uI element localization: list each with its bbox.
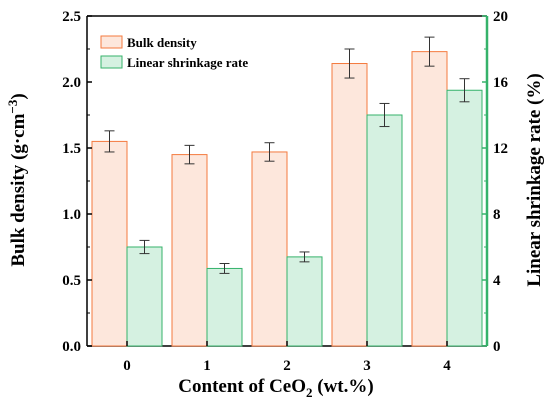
y-left-tick-label: 2.5 — [62, 9, 81, 25]
bar-bulk-density — [251, 151, 288, 347]
x-tick-label: 0 — [123, 358, 131, 374]
y-axis-left-title-main: Bulk density (g·cm — [8, 113, 29, 266]
y-left-tick-label: 0.5 — [62, 273, 81, 289]
legend-label-bulk-density: Bulk density — [127, 35, 197, 50]
x-axis-title-tail: (wt.%) — [313, 376, 374, 397]
x-axis-title-main: Content of CeO — [178, 376, 306, 397]
bar-bulk-density — [331, 63, 368, 347]
y-axis-left-title: Bulk density (g·cm−3) — [5, 93, 29, 266]
y-axis-right-title: Linear shrinkage rate (%) — [524, 73, 545, 286]
y-right-tick-label: 4 — [493, 273, 501, 289]
x-axis-title: Content of CeO2 (wt.%) — [178, 376, 373, 400]
legend-swatch-linear-shrinkage — [100, 55, 123, 69]
bar-bulk-density — [91, 140, 128, 347]
x-axis-title-sub: 2 — [306, 385, 313, 400]
bar-linear-shrinkage — [286, 256, 323, 347]
x-tick-label: 3 — [363, 358, 371, 374]
y-right-tick-label: 12 — [493, 141, 508, 157]
bar-bulk-density — [171, 154, 208, 347]
legend-label-linear-shrinkage: Linear shrinkage rate — [127, 55, 248, 70]
bar-linear-shrinkage — [366, 114, 403, 347]
y-left-tick-label: 1.0 — [62, 207, 81, 223]
y-axis-left-title-sup: −3 — [5, 99, 20, 113]
x-tick-label: 1 — [203, 358, 211, 374]
y-right-tick-label: 20 — [493, 9, 508, 25]
y-left-tick-label: 2.0 — [62, 75, 81, 91]
y-right-tick-label: 0 — [493, 339, 501, 355]
bar-linear-shrinkage — [206, 267, 243, 347]
y-right-tick-label: 8 — [493, 207, 501, 223]
legend-swatch-bulk-density — [100, 35, 123, 49]
bar-linear-shrinkage — [126, 246, 163, 347]
y-left-tick-label: 1.5 — [62, 141, 81, 157]
bar-bulk-density — [411, 51, 448, 347]
bars — [91, 36, 483, 347]
y-axis-left-title-tail: ) — [8, 93, 29, 99]
y-left-tick-label: 0.0 — [62, 339, 81, 355]
y-right-tick-label: 16 — [493, 75, 509, 91]
x-tick-label: 4 — [443, 358, 451, 374]
x-tick-label: 2 — [283, 358, 291, 374]
bar-linear-shrinkage — [446, 89, 483, 347]
legend: Bulk density Linear shrinkage rate — [100, 35, 248, 70]
